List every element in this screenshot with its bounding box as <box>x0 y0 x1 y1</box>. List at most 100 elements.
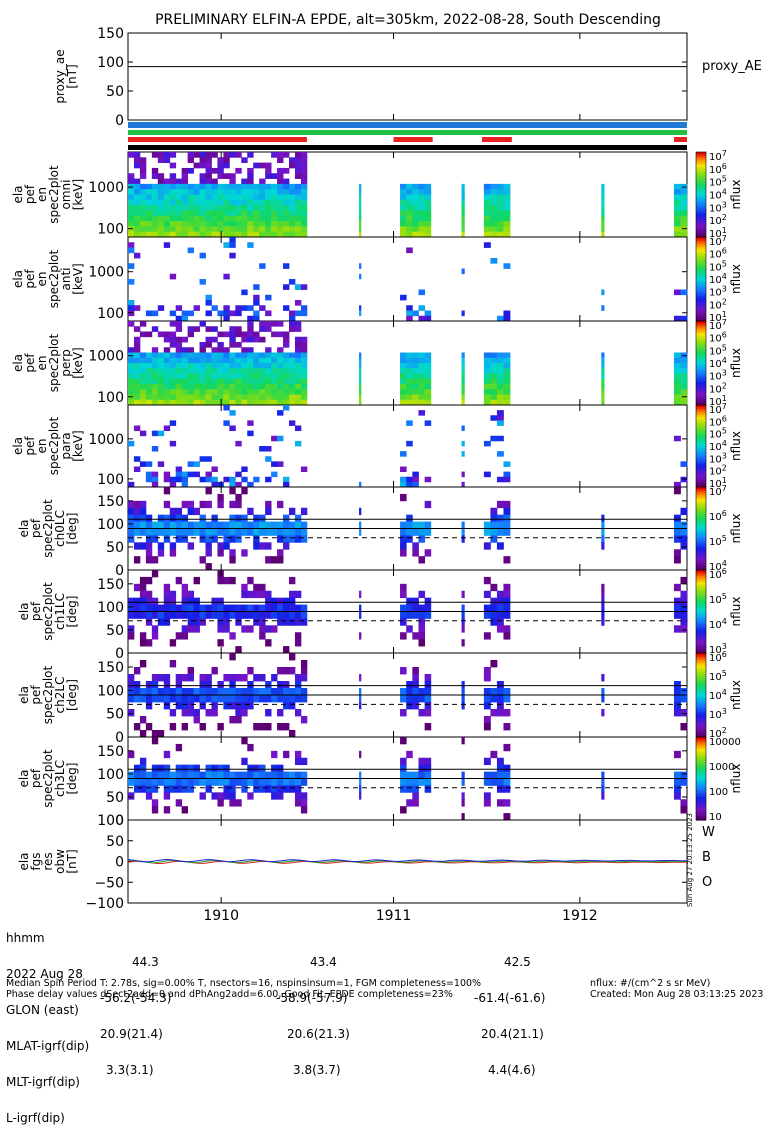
pa-ch1-cell <box>288 618 296 626</box>
spec-perp-cell <box>418 373 426 380</box>
pa-ch1-cbar-seg <box>696 570 706 573</box>
spec-omni-cell <box>418 183 426 190</box>
pa-ch1-cell <box>294 611 302 619</box>
spec-perp-cell <box>418 352 426 359</box>
pa-ch2-cell <box>193 716 200 724</box>
pa-ch1-cbar-seg <box>696 632 706 635</box>
pa-ch0-cell <box>199 528 206 536</box>
pa-ch1-ylabel-3: ch1LC <box>53 593 67 630</box>
spec-perp-cell <box>205 389 212 395</box>
pa-ch3-cbar-seg <box>696 805 706 809</box>
spec-perp-cell <box>259 378 266 385</box>
spec-anti-cell <box>128 310 135 317</box>
spec-omni-cell <box>217 210 224 217</box>
pa-ch1-cell <box>294 604 302 612</box>
pa-ch2-cell <box>490 688 498 696</box>
spec-anti-cell <box>163 242 171 248</box>
spec-omni-cell <box>483 183 491 190</box>
pa-ch0-cell <box>259 521 266 529</box>
pa-ch0-cell <box>253 514 260 522</box>
spec-omni-cell <box>461 194 465 201</box>
pa-ch3-cbar-seg <box>696 780 706 784</box>
spec-perp-cell <box>235 389 242 395</box>
spec-omni-cell <box>288 157 296 164</box>
pa-ch0-cell <box>461 535 465 543</box>
spec-perp-cbar-label: nflux <box>729 348 743 378</box>
pa-ch2-cell <box>400 667 407 675</box>
pa-ch2-cell <box>259 723 266 731</box>
pa-ch0-cell <box>424 549 432 557</box>
spec-omni-cell <box>169 210 177 217</box>
spec-omni-cbar-seg <box>696 158 706 162</box>
spec-perp-cell <box>271 389 278 395</box>
spec-omni-cell <box>145 205 153 211</box>
spec-anti-cell <box>490 258 498 264</box>
pa-ch1-cell <box>490 611 498 619</box>
spec-perp-cell <box>680 394 688 401</box>
footer-label-date: 2022 Aug 28 <box>6 967 83 981</box>
pa-ch1-cell <box>288 590 296 599</box>
spec-perp-cbar-seg <box>696 348 706 351</box>
pa-ch1-cell <box>229 604 236 612</box>
spec-perp-cell <box>169 399 177 406</box>
pa-ch0-cell <box>175 507 183 516</box>
spec-omni-cell <box>133 231 141 238</box>
spec-perp-cell <box>503 378 511 385</box>
spec-anti-cbar-seg <box>696 272 706 276</box>
spec-omni-cell <box>673 189 681 195</box>
proxy-ae-frame <box>127 32 688 121</box>
pa-ch3-cell <box>133 778 141 786</box>
spec-perp-cell <box>229 342 236 348</box>
spec-perp-cell <box>680 384 688 390</box>
spec-omni-cell <box>412 205 419 211</box>
pa-ch2-cell <box>175 688 183 696</box>
spec-perp-cell <box>133 336 141 343</box>
pa-ch3-ytick-label-3: 0 <box>115 813 124 829</box>
spec-anti-cell <box>253 310 260 317</box>
spec-omni-cell <box>680 199 688 206</box>
spec-omni-cell <box>187 194 194 201</box>
spec-omni-cell <box>283 152 290 158</box>
spec-perp-cell <box>424 384 432 390</box>
spec-perp-cell <box>300 399 308 406</box>
pa-ch3-cell <box>217 799 224 807</box>
pa-ch1-cell <box>680 625 688 633</box>
proxy-ae-ytick-label-1: 100 <box>97 55 124 71</box>
pa-ch3-cell <box>181 785 189 793</box>
spec-omni-cell <box>300 215 308 222</box>
spec-omni-cell <box>235 183 242 190</box>
spec-omni-cell <box>241 157 248 164</box>
pa-ch0-cell <box>400 493 407 502</box>
spec-anti-cell <box>205 300 212 306</box>
spec-perp-cell <box>424 389 432 395</box>
footer-col-1: 44.3 -56.2(-54.3) 20.9(21.4) 3.3(3.1) <box>100 932 171 1088</box>
pa-ch3-cell <box>241 757 248 766</box>
spec-omni-cell <box>601 189 605 195</box>
spec-omni-cell <box>211 167 218 174</box>
spec-perp-cell <box>496 368 504 374</box>
spec-omni-cell <box>271 189 278 195</box>
pa-ch1-cell <box>359 632 362 640</box>
pa-ch3-cell <box>265 785 272 793</box>
status-bar-red-2 <box>482 137 512 142</box>
pa-ch2-cell <box>247 667 254 675</box>
spec-perp-cell <box>223 352 230 359</box>
spec-anti-cell <box>259 305 266 311</box>
spec-omni-cbar-seg <box>696 220 706 223</box>
pa-ch0-cell <box>145 528 153 536</box>
spec-omni-cell <box>199 189 206 195</box>
spec-omni-cell <box>223 157 230 164</box>
spec-perp-cell <box>673 384 681 390</box>
pa-ch3-cell <box>490 778 498 786</box>
pa-ch0-cell <box>229 521 236 529</box>
spec-omni-cell <box>229 194 236 201</box>
pa-ch1-cell <box>461 618 465 626</box>
pa-ch3-cell <box>503 813 511 821</box>
spec-perp-cell <box>259 399 266 406</box>
spec-perp-cell <box>259 321 266 327</box>
pa-ch0-cell <box>133 514 141 522</box>
spec-omni-cell <box>424 210 432 217</box>
spec-para-cell <box>241 466 248 473</box>
spec-perp-cell <box>187 389 194 395</box>
pa-ch3-cell <box>157 778 165 786</box>
